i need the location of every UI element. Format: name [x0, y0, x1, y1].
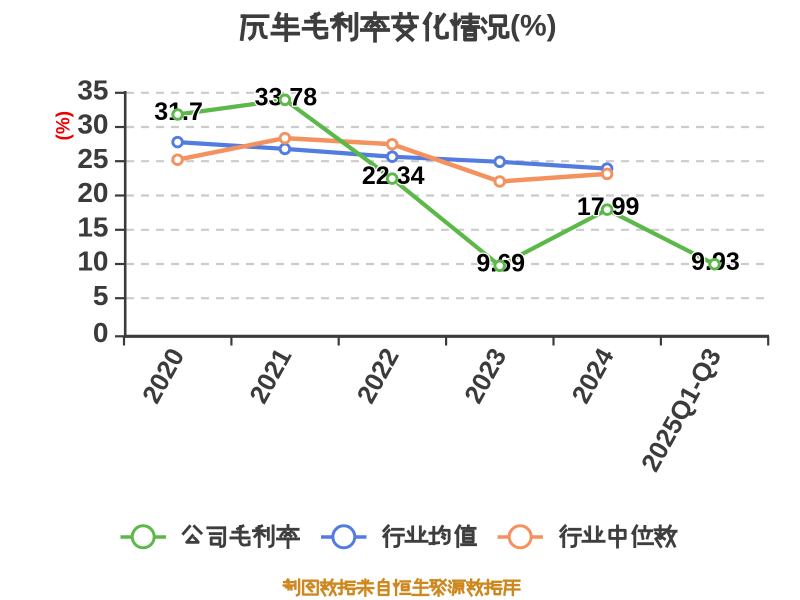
svg-text:20: 20: [77, 177, 108, 208]
svg-text:31.7: 31.7: [154, 98, 203, 126]
svg-text:0: 0: [93, 317, 109, 348]
svg-text:9.69: 9.69: [476, 249, 525, 277]
svg-text:15: 15: [77, 211, 108, 242]
svg-text:(%): (%): [510, 10, 557, 43]
svg-text:5: 5: [93, 280, 109, 311]
svg-text:(%): (%): [53, 111, 74, 141]
svg-text:35: 35: [77, 74, 108, 105]
svg-text:30: 30: [77, 109, 108, 140]
svg-text:25: 25: [77, 143, 108, 174]
svg-text:10: 10: [77, 246, 108, 277]
svg-text:33.78: 33.78: [255, 83, 318, 111]
